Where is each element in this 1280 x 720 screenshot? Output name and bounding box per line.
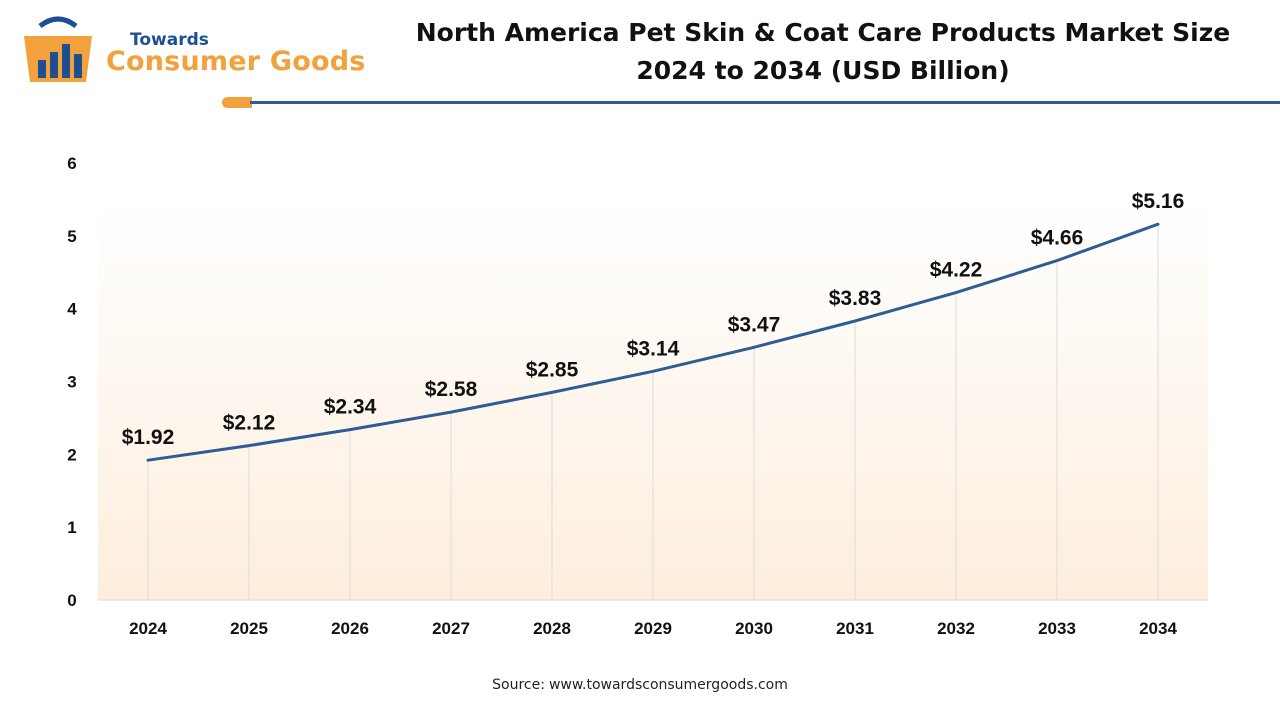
data-label: $4.66 [1031, 227, 1084, 250]
y-tick-label: 1 [67, 518, 76, 537]
x-tick-label: 2033 [1038, 619, 1076, 638]
x-tick-label: 2027 [432, 619, 470, 638]
data-label: $2.34 [324, 396, 377, 419]
logo-text-main: Consumer Goods [106, 46, 366, 77]
logo-text-top: Towards [130, 30, 209, 50]
x-tick-label: 2034 [1139, 619, 1177, 638]
y-tick-label: 2 [67, 445, 76, 464]
source-url: www.towardsconsumergoods.com [548, 677, 788, 693]
data-label: $3.14 [627, 337, 680, 360]
data-label: $2.12 [223, 412, 276, 435]
x-tick-label: 2025 [230, 619, 268, 638]
x-tick-label: 2028 [533, 619, 571, 638]
x-tick-label: 2029 [634, 619, 672, 638]
data-label: $5.16 [1132, 190, 1185, 213]
x-tick-label: 2031 [836, 619, 874, 638]
data-label: $2.58 [425, 378, 478, 401]
y-tick-label: 6 [67, 154, 76, 173]
x-tick-label: 2024 [129, 619, 167, 638]
y-tick-label: 3 [67, 373, 76, 392]
data-label: $3.83 [829, 287, 882, 310]
shopping-bag-icon [24, 16, 92, 82]
y-tick-label: 5 [67, 227, 76, 246]
data-label: $2.85 [526, 358, 579, 381]
y-tick-label: 4 [67, 300, 77, 319]
y-tick-label: 0 [67, 591, 76, 610]
x-tick-label: 2030 [735, 619, 773, 638]
data-label: $1.92 [122, 426, 175, 449]
chart-title-line-1: North America Pet Skin & Coat Care Produ… [415, 18, 1231, 47]
title-rule [250, 101, 1280, 104]
x-tick-label: 2032 [937, 619, 975, 638]
brand-logo: Towards Consumer Goods [18, 16, 378, 88]
title-rule-accent [222, 97, 252, 108]
x-tick-label: 2026 [331, 619, 369, 638]
source-note: Source: www.towardsconsumergoods.com [0, 677, 1280, 693]
chart-title: North America Pet Skin & Coat Care Produ… [390, 14, 1256, 90]
data-label: $3.47 [728, 313, 781, 336]
data-label: $4.22 [930, 259, 983, 282]
series-line [146, 222, 1160, 462]
source-label: Source: [492, 677, 545, 693]
chart-title-line-2: 2024 to 2034 (USD Billion) [636, 56, 1010, 85]
